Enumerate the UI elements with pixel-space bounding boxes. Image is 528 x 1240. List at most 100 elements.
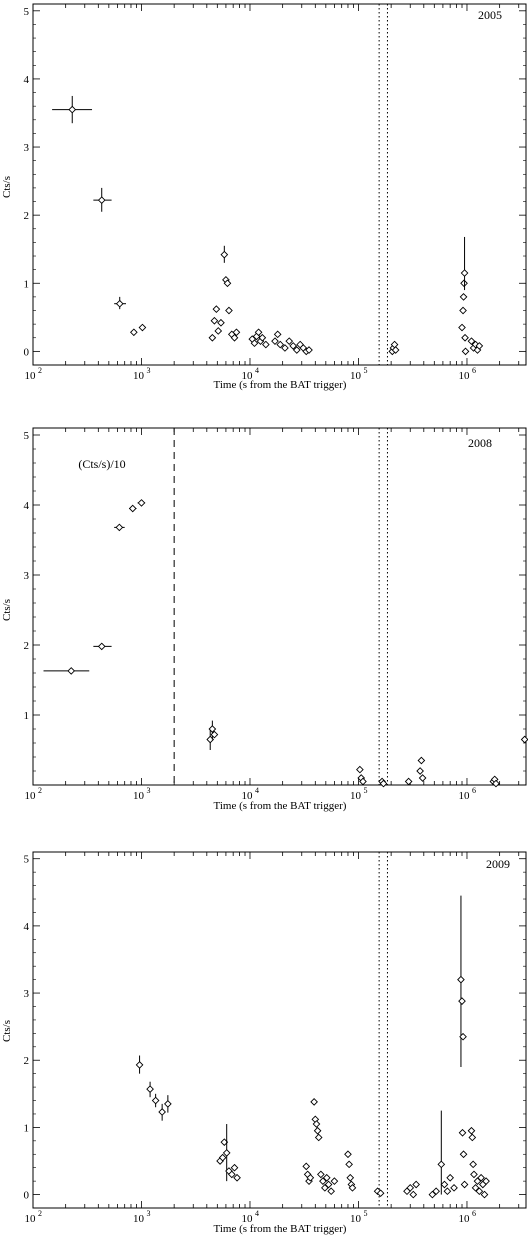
y-axis-label: Cts/s	[1, 176, 13, 198]
x-axis-label: Time (s from the BAT trigger)	[214, 1223, 347, 1235]
data-point	[379, 779, 388, 788]
data-point	[305, 346, 313, 354]
data-point	[227, 1170, 236, 1179]
data-point	[458, 997, 466, 1005]
data-point	[97, 196, 106, 205]
data-point	[467, 1126, 476, 1135]
year-label: 2009	[486, 857, 510, 871]
data-point	[412, 1180, 420, 1189]
data-point	[480, 1190, 489, 1199]
x-axis-label: Time (s from the BAT trigger)	[214, 800, 347, 812]
data-point	[68, 105, 77, 114]
data-point	[210, 730, 219, 739]
data-point	[458, 1128, 467, 1137]
data-point	[223, 279, 232, 288]
data-point	[158, 1108, 166, 1116]
x-tick-label-exponent: 4	[255, 786, 259, 795]
y-tick-label: 5	[24, 6, 30, 18]
data-point	[470, 1170, 478, 1179]
y-tick-label: 1	[24, 1122, 30, 1134]
plot-frame	[32, 851, 527, 1209]
y-tick-label: 5	[24, 430, 30, 442]
data-point	[321, 1184, 329, 1192]
data-point	[443, 1187, 452, 1196]
data-point	[250, 339, 259, 348]
data-point	[475, 1187, 484, 1196]
data-point	[418, 774, 427, 782]
x-tick-label: 10	[133, 790, 145, 802]
data-point	[459, 293, 468, 301]
x-tick-label: 10	[25, 370, 37, 382]
year-label: 2005	[478, 8, 502, 22]
data-point	[164, 1100, 172, 1108]
data-point	[477, 1173, 485, 1182]
data-point	[492, 779, 500, 788]
y-tick-label: 2	[24, 640, 30, 652]
data-point	[359, 777, 367, 786]
x-tick-label: 10	[241, 790, 253, 802]
x-tick-label: 10	[241, 370, 253, 382]
x-tick-label-exponent: 4	[255, 1209, 259, 1218]
data-point	[450, 1184, 458, 1192]
data-point	[459, 1150, 468, 1159]
data-point	[208, 333, 217, 342]
data-point	[276, 340, 285, 349]
x-tick-label-exponent: 3	[146, 1209, 150, 1218]
y-axis-label: Cts/s	[1, 1020, 13, 1042]
data-point	[128, 504, 137, 513]
x-tick-label: 10	[133, 370, 145, 382]
data-point	[218, 1153, 227, 1162]
plot-frame	[32, 3, 527, 366]
y-tick-label: 4	[24, 500, 30, 512]
x-tick-label-exponent: 3	[146, 366, 150, 375]
x-axis-label: Time (s from the BAT trigger)	[214, 379, 347, 391]
data-point	[345, 1160, 353, 1169]
data-point	[391, 346, 400, 354]
data-point	[459, 1032, 467, 1041]
data-point	[482, 1177, 490, 1185]
x-tick-label: 10	[458, 790, 470, 802]
data-point	[137, 499, 146, 507]
data-point	[460, 1180, 469, 1189]
x-tick-label-exponent: 5	[363, 786, 367, 795]
x-tick-label: 10	[25, 1213, 37, 1225]
data-point	[208, 725, 217, 733]
data-point	[457, 975, 465, 984]
data-point	[151, 1096, 160, 1105]
y-tick-label: 0	[24, 346, 30, 358]
data-point	[232, 328, 241, 337]
x-tick-label-exponent: 6	[472, 786, 476, 795]
data-point	[230, 1163, 239, 1172]
x-tick-label-exponent: 6	[472, 366, 476, 375]
data-point	[322, 1173, 331, 1182]
x-tick-label: 10	[350, 370, 362, 382]
data-point	[460, 269, 469, 277]
data-point	[289, 342, 297, 350]
data-point	[271, 337, 279, 345]
data-point	[138, 323, 147, 332]
y-tick-label: 2	[24, 210, 30, 222]
y-tick-label: 3	[24, 142, 30, 154]
x-tick-label: 10	[133, 1213, 145, 1225]
data-point	[348, 1184, 357, 1192]
y-axis-label: Cts/s	[1, 599, 13, 621]
data-point	[461, 333, 469, 342]
data-point	[258, 333, 267, 342]
data-point	[468, 1133, 477, 1142]
data-point	[440, 1180, 449, 1189]
y-tick-label: 1	[24, 710, 30, 722]
data-point	[262, 340, 270, 349]
x-tick-label-exponent: 4	[255, 366, 259, 375]
data-point	[292, 346, 301, 354]
data-point	[469, 1160, 477, 1169]
y-tick-label: 3	[24, 988, 30, 1000]
plot-frame	[32, 427, 527, 786]
x-tick-label-exponent: 2	[38, 366, 42, 375]
data-point	[314, 1133, 323, 1142]
data-point	[406, 1184, 415, 1192]
data-point	[373, 1187, 382, 1196]
x-tick-label-exponent: 6	[472, 1209, 476, 1218]
data-point	[437, 1160, 446, 1169]
x-tick-label-exponent: 5	[363, 366, 367, 375]
